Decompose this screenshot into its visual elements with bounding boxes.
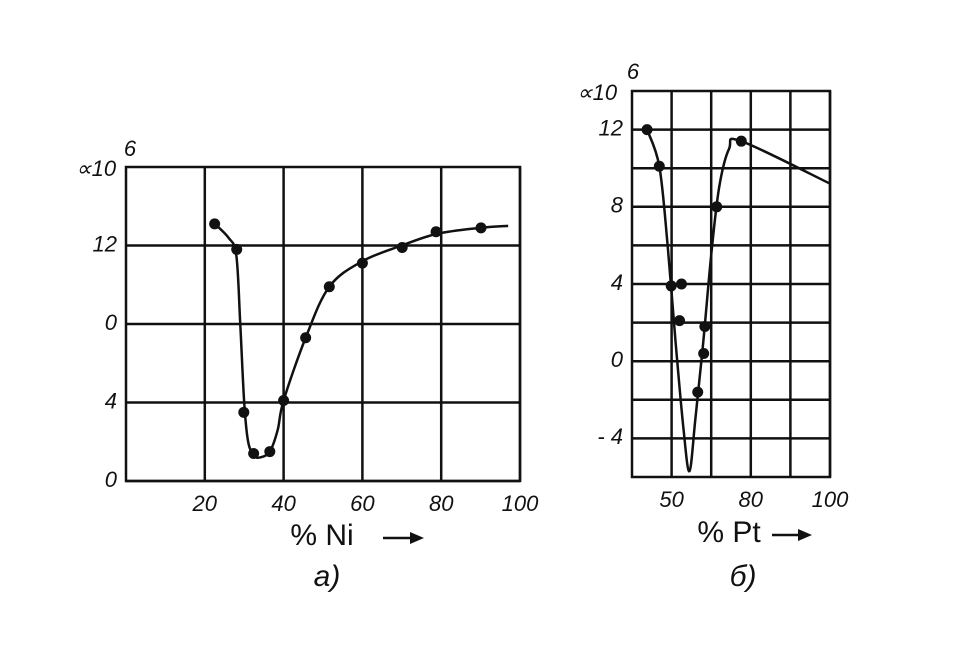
data-point <box>699 320 711 332</box>
data-point <box>248 448 260 460</box>
y-axis-label: ∝10 <box>76 156 117 181</box>
x-tick-label: 100 <box>502 491 539 516</box>
data-point <box>653 160 665 172</box>
fit-curve <box>645 129 831 473</box>
panel-caption: б) <box>730 560 757 593</box>
x-tick-label: 80 <box>429 491 454 516</box>
data-point <box>209 218 221 230</box>
x-tick-label: 80 <box>739 487 764 512</box>
y-tick-label: - 4 <box>597 424 623 449</box>
x-axis-arrow-head <box>410 532 424 544</box>
x-axis-arrow-head <box>798 529 812 541</box>
fit-curve <box>211 221 509 460</box>
panel-caption: а) <box>314 560 341 593</box>
data-point <box>711 201 723 213</box>
data-point <box>238 406 250 418</box>
data-point <box>692 386 704 398</box>
x-tick-label: 100 <box>812 487 849 512</box>
x-axis-label: % Ni <box>290 519 353 552</box>
x-tick-label: 50 <box>659 487 684 512</box>
y-tick-label: 0 <box>105 467 118 492</box>
data-point <box>356 257 368 269</box>
data-point <box>676 278 687 290</box>
data-point <box>430 226 442 238</box>
data-point <box>323 281 335 293</box>
x-axis-label: % Pt <box>697 516 761 549</box>
x-tick-label: 60 <box>350 491 375 516</box>
data-point <box>475 222 487 234</box>
data-point <box>278 395 290 407</box>
data-point <box>735 135 747 147</box>
y-tick-label: 4 <box>611 270 623 295</box>
y-axis-exponent: 6 <box>627 59 640 84</box>
x-tick-label: 20 <box>192 491 218 516</box>
y-tick-label: 0 <box>105 310 118 335</box>
data-point <box>396 241 408 253</box>
y-tick-label: 4 <box>105 388 117 413</box>
x-tick-label: 40 <box>271 491 296 516</box>
data-point <box>665 280 677 292</box>
y-tick-label: 8 <box>611 193 624 218</box>
data-point <box>641 124 653 136</box>
y-tick-label: 12 <box>93 231 117 256</box>
data-point <box>698 347 710 359</box>
y-axis-label: ∝10 <box>577 80 618 105</box>
y-tick-label: 0 <box>611 347 624 372</box>
data-point <box>264 446 276 458</box>
data-point <box>300 332 312 344</box>
data-point <box>674 315 686 327</box>
data-point <box>231 243 243 255</box>
y-tick-label: 12 <box>599 115 623 140</box>
y-axis-exponent: 6 <box>124 136 137 161</box>
